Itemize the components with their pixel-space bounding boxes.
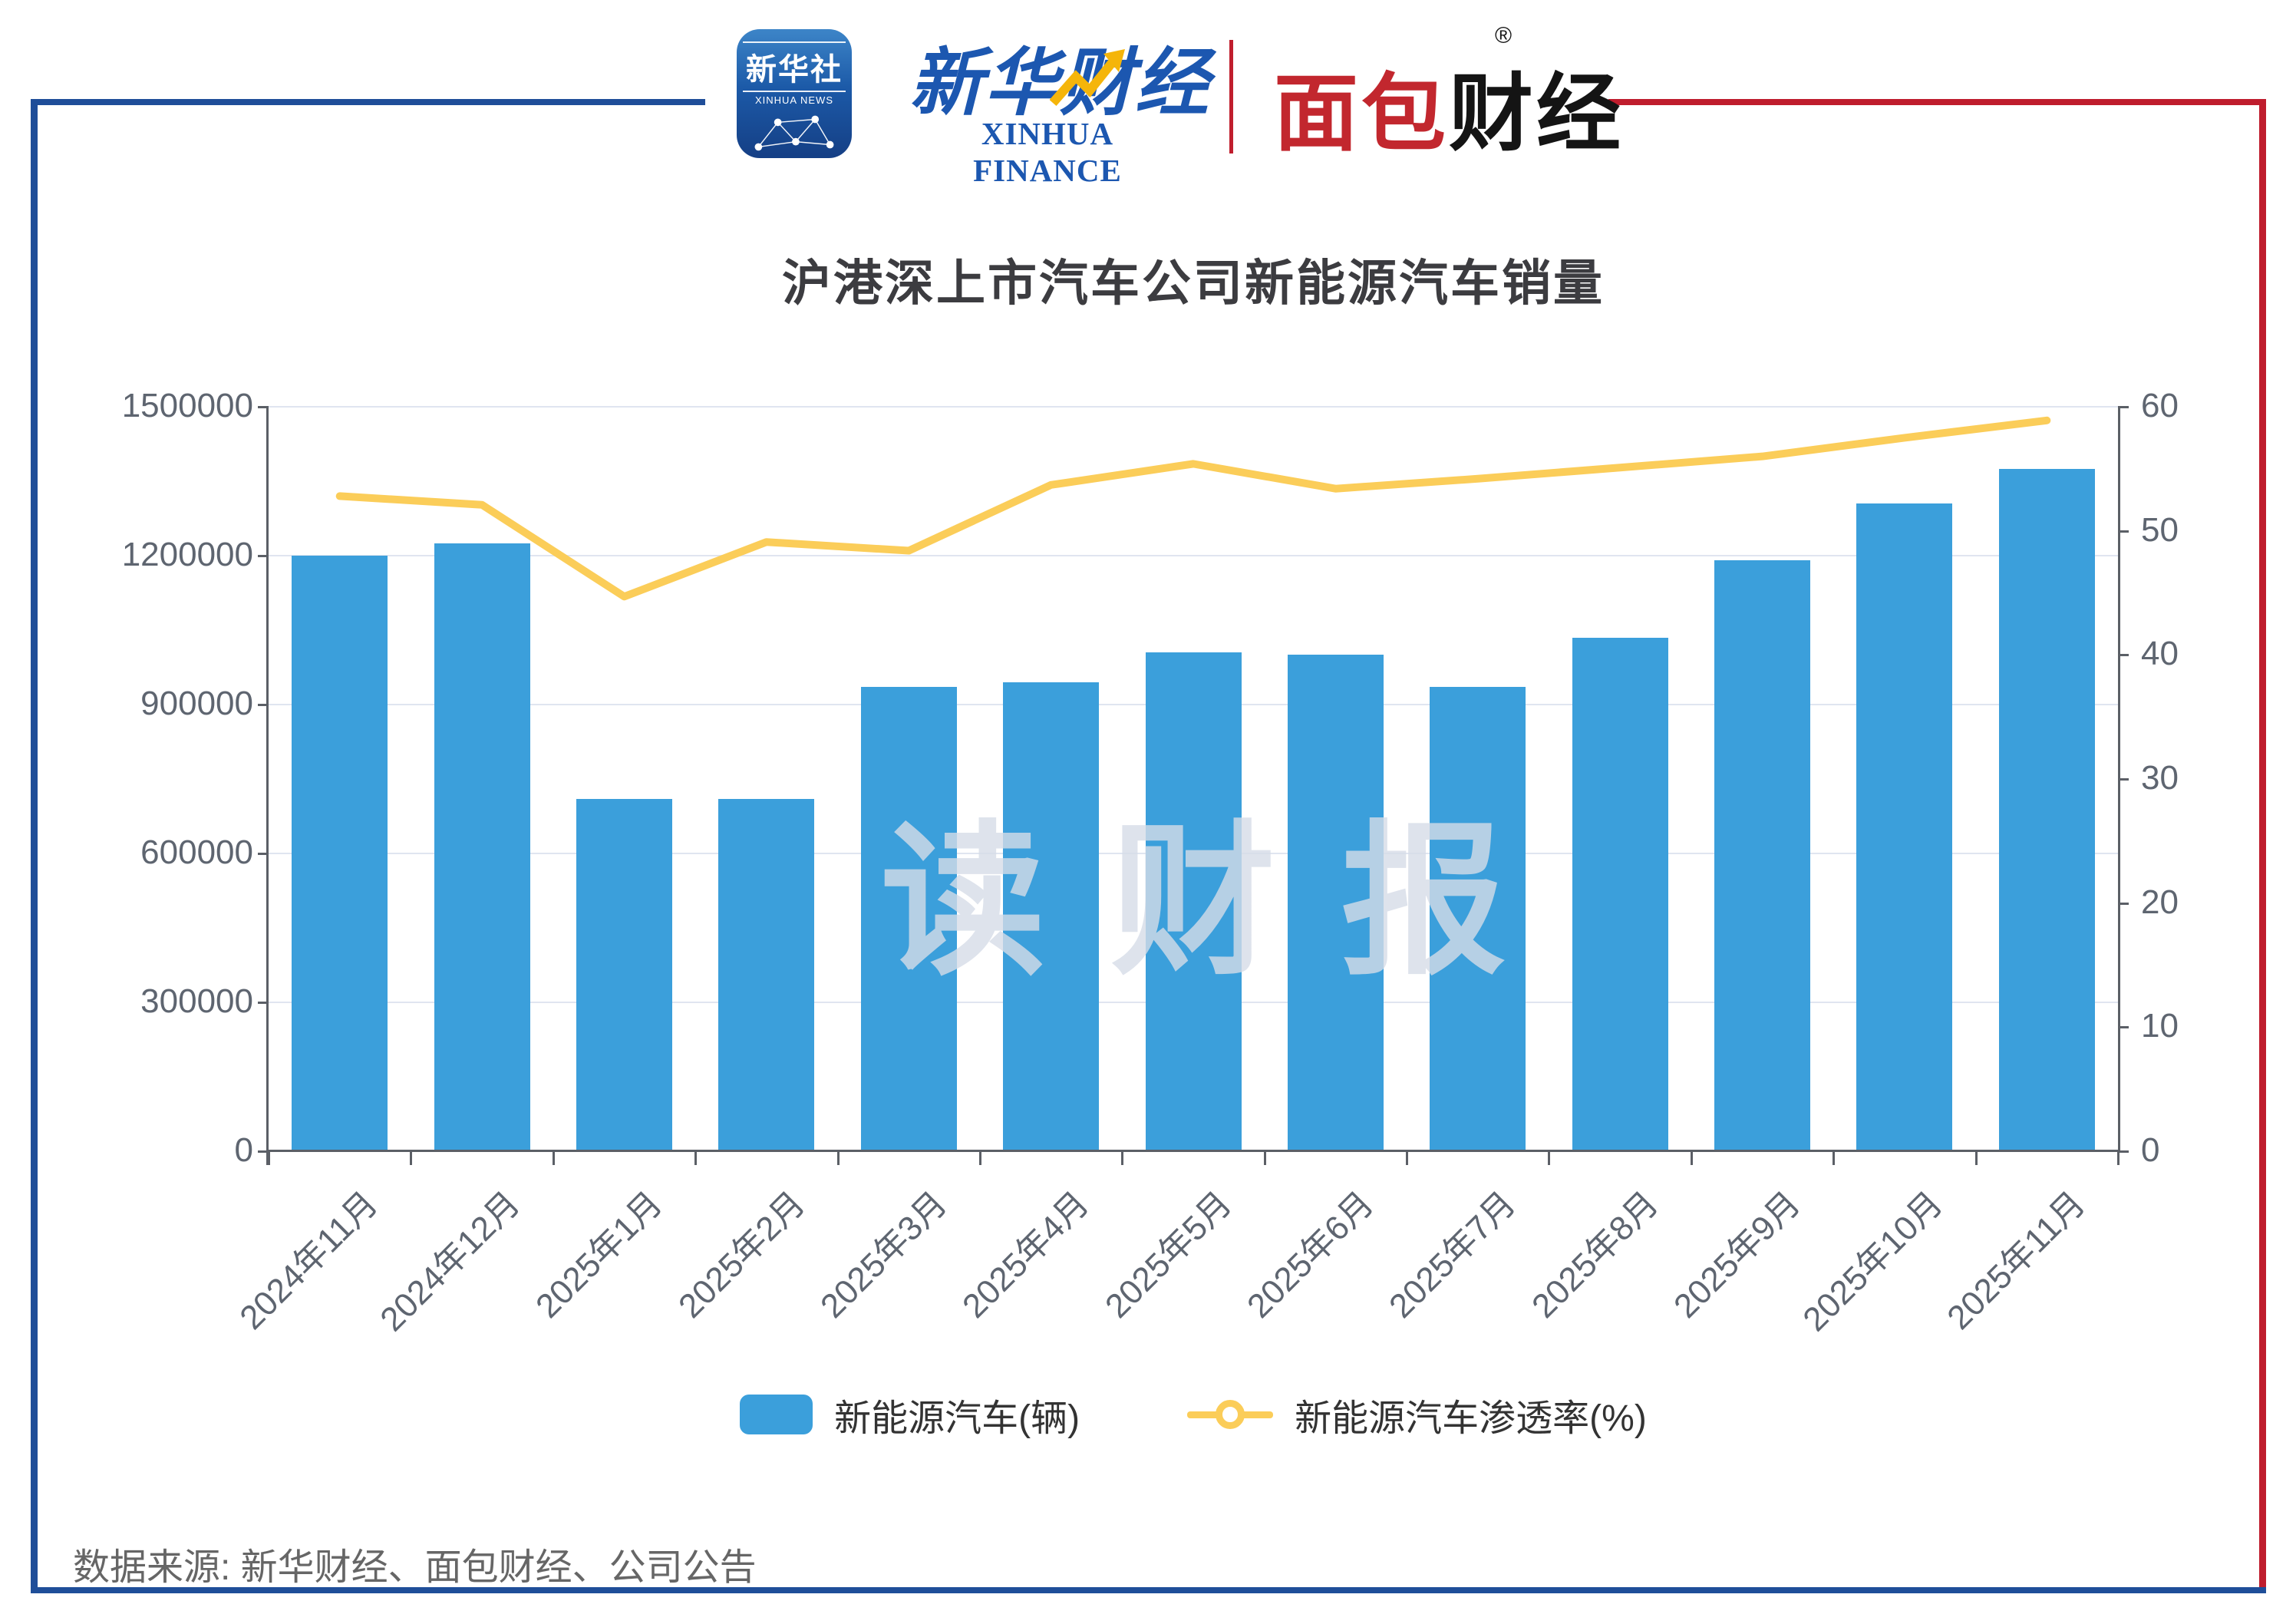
y-axis-left-tick-label: 1500000 <box>121 387 253 424</box>
bar-2025年6月[interactable] <box>1287 655 1384 1151</box>
y-axis-left-tick-label: 0 <box>234 1131 253 1169</box>
y-axis-right-tick-label: 0 <box>2141 1131 2160 1169</box>
legend-item-penetration[interactable]: 新能源汽车渗透率(%) <box>1187 1388 1647 1441</box>
x-axis-tick-mark <box>410 1151 413 1165</box>
legend-item-sales[interactable]: 新能源汽车(辆) <box>740 1388 1080 1441</box>
legend-line-marker-icon <box>1187 1395 1274 1434</box>
bar-2024年11月[interactable] <box>292 556 388 1151</box>
y-axis-right-tick-mark <box>2118 902 2129 905</box>
y-axis-line-right <box>2118 407 2120 1151</box>
bar-2025年3月[interactable] <box>860 687 957 1151</box>
y-axis-left-tick-mark <box>258 406 269 408</box>
legend-bar-swatch-icon <box>740 1395 813 1434</box>
x-axis-tick-mark <box>268 1151 270 1165</box>
y-axis-right-tick-mark <box>2118 530 2129 533</box>
x-axis-tick-mark <box>694 1151 698 1165</box>
bar-2025年5月[interactable] <box>1145 652 1242 1151</box>
xinhua-finance-logo-cn: 新华财经 <box>909 42 1210 124</box>
bar-2025年2月[interactable] <box>718 798 815 1151</box>
legend-bar-label: 新能源汽车(辆) <box>834 1398 1080 1439</box>
y-axis-right-tick-label: 10 <box>2141 1007 2179 1045</box>
bar-2025年4月[interactable] <box>1003 682 1100 1151</box>
y-axis-left-tick-label: 600000 <box>140 833 253 871</box>
frame-top-red-border <box>1608 99 2266 105</box>
bar-2025年1月[interactable] <box>576 798 672 1151</box>
x-axis-line <box>266 1150 2120 1152</box>
y-axis-left-tick-mark <box>258 704 269 706</box>
trend-arrow-icon <box>1050 49 1125 106</box>
registered-trademark-icon: ® <box>1495 23 1513 48</box>
y-axis-right-tick-mark <box>2118 778 2129 781</box>
bar-2025年11月[interactable] <box>1998 468 2095 1151</box>
y-axis-right-tick-mark <box>2118 1150 2129 1153</box>
mianbao-logo-black-text: 财经 <box>1449 67 1624 161</box>
y-axis-left-tick-label: 300000 <box>140 982 253 1020</box>
bar-2025年7月[interactable] <box>1430 687 1526 1151</box>
xinhua-news-logo-cn: 新华社 <box>743 41 846 92</box>
y-axis-right-tick-label: 30 <box>2141 759 2179 797</box>
y-axis-left-tick-mark <box>258 853 269 855</box>
y-axis-left-tick-mark <box>258 1002 269 1004</box>
y-axis-right-tick-mark <box>2118 406 2129 408</box>
xinhua-finance-logo-en: XINHUA FINANCE <box>973 116 1122 188</box>
network-pattern-icon <box>754 115 834 151</box>
bar-2024年12月[interactable] <box>434 543 530 1151</box>
y-axis-right-tick-label: 50 <box>2141 510 2179 549</box>
x-axis-tick-mark <box>552 1151 555 1165</box>
bar-2025年10月[interactable] <box>1856 503 1953 1151</box>
legend-line-label: 新能源汽车渗透率(%) <box>1295 1398 1647 1439</box>
y-axis-left-tick-mark <box>258 1150 269 1153</box>
y-axis-right-tick-label: 20 <box>2141 883 2179 921</box>
y-axis-left-tick-label: 1200000 <box>121 536 253 573</box>
x-axis-tick-mark <box>1121 1151 1124 1165</box>
chart-legend: 新能源汽车(辆) 新能源汽车渗透率(%) <box>269 1388 2118 1441</box>
x-axis-tick-mark <box>978 1151 981 1165</box>
y-axis-left-tick-label: 900000 <box>140 685 253 722</box>
bar-2025年8月[interactable] <box>1572 637 1668 1151</box>
x-axis-tick-mark <box>1833 1151 1836 1165</box>
x-axis-tick-mark <box>836 1151 840 1165</box>
header-divider <box>1229 40 1233 153</box>
gridline <box>269 406 2118 408</box>
y-axis-right-tick-mark <box>2118 1026 2129 1029</box>
xinhua-news-logo: 新华社 XINHUA NEWS <box>737 29 852 158</box>
xinhua-news-logo-en: XINHUA NEWS <box>754 94 833 106</box>
y-axis-right-tick-label: 40 <box>2141 635 2179 673</box>
chart-title: 沪港深上市汽车公司新能源汽车销量 <box>782 256 1605 311</box>
y-axis-left-tick-mark <box>258 555 269 557</box>
y-axis-line-left <box>266 407 269 1165</box>
y-axis-right-tick-mark <box>2118 654 2129 657</box>
frame-right-border <box>2259 99 2266 1593</box>
x-axis-tick-mark <box>1974 1151 1978 1165</box>
x-axis-tick-mark <box>1548 1151 1551 1165</box>
y-axis-right-tick-label: 60 <box>2141 387 2179 424</box>
x-axis-tick-mark <box>1406 1151 1409 1165</box>
mianbao-finance-logo: 面包财经 <box>1274 45 1624 167</box>
frame-top-blue-border <box>31 99 705 105</box>
x-axis-tick-mark <box>1690 1151 1693 1165</box>
mianbao-logo-red-text: 面包 <box>1274 67 1449 161</box>
frame-left-border <box>31 99 38 1593</box>
gridline <box>269 555 2118 556</box>
data-source-note: 数据来源: 新华财经、面包财经、公司公告 <box>73 1547 757 1588</box>
bar-2025年9月[interactable] <box>1714 560 1811 1151</box>
frame-bottom-border <box>31 1587 2266 1593</box>
x-axis-tick-mark <box>1263 1151 1266 1165</box>
x-axis-tick-mark <box>2117 1151 2120 1165</box>
